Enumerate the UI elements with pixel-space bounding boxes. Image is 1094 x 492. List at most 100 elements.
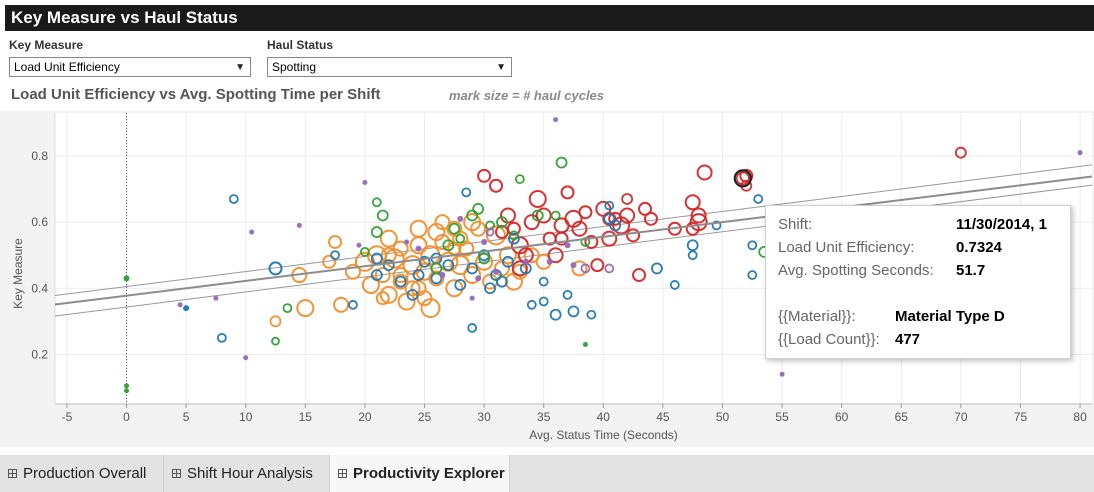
- data-point: [546, 258, 553, 265]
- chevron-down-icon: ▼: [496, 62, 506, 73]
- data-point: [406, 288, 419, 301]
- data-point: [404, 280, 421, 297]
- data-point: [747, 270, 758, 280]
- data-point: [687, 250, 698, 261]
- data-point: [508, 232, 520, 245]
- data-point: [489, 178, 504, 193]
- haul-status-dropdown[interactable]: Spotting ▼: [267, 57, 512, 77]
- data-point: [445, 279, 464, 298]
- data-point: [522, 258, 529, 265]
- data-point: [457, 215, 464, 222]
- x-tick-label: 40: [597, 410, 611, 424]
- data-point: [651, 262, 663, 275]
- data-point: [356, 242, 362, 248]
- data-point: [638, 201, 653, 216]
- tooltip-value: 0.7324: [956, 239, 1002, 256]
- key-measure-filter: Key Measure Load Unit Efficiency ▼: [9, 38, 251, 77]
- data-point: [475, 275, 482, 282]
- mark-size-note: mark size = # haul cycles: [449, 88, 605, 103]
- x-tick-label: 15: [299, 410, 313, 424]
- haul-status-label: Haul Status: [267, 38, 334, 52]
- data-point: [496, 275, 508, 288]
- y-tick-label: 0.8: [31, 149, 48, 163]
- data-point: [430, 262, 443, 275]
- sheet-icon: [8, 469, 17, 478]
- tab-label: Shift Hour Analysis: [187, 465, 313, 482]
- data-point: [502, 255, 514, 268]
- data-point: [448, 222, 461, 235]
- x-tick-label: 50: [716, 410, 730, 424]
- y-tick-label: 0.2: [31, 347, 48, 361]
- data-point: [567, 305, 580, 318]
- data-point: [442, 259, 455, 272]
- data-point: [562, 289, 573, 300]
- tab-production-overall[interactable]: Production Overall: [0, 455, 164, 492]
- data-point: [328, 234, 343, 249]
- x-axis-title: Avg. Status Time (Seconds): [529, 428, 678, 442]
- data-point: [493, 268, 500, 275]
- data-point: [434, 233, 451, 250]
- series-blue: [183, 187, 764, 343]
- tooltip: Shift: 11/30/2014, 1 Load Unit Efficienc…: [765, 205, 1071, 359]
- highlighted-point-inner: [736, 171, 750, 186]
- data-point: [553, 117, 559, 123]
- data-point: [392, 267, 409, 284]
- data-point: [753, 194, 764, 204]
- data-point: [394, 275, 407, 288]
- data-point: [362, 179, 368, 185]
- key-measure-dropdown[interactable]: Load Unit Efficiency ▼: [9, 57, 251, 77]
- data-point: [580, 263, 591, 274]
- tooltip-value: 477: [895, 331, 921, 348]
- data-point: [582, 341, 588, 347]
- trend-line: [54, 175, 1093, 306]
- x-tick-label: 30: [477, 410, 491, 424]
- data-point: [526, 299, 537, 310]
- data-point: [371, 197, 382, 208]
- data-point: [463, 213, 482, 232]
- data-point: [268, 261, 283, 276]
- data-point: [461, 187, 472, 198]
- data-point: [467, 323, 478, 333]
- data-point: [477, 168, 492, 183]
- y-axis-title: Key Measure: [11, 238, 25, 309]
- y-tick-label: 0.6: [31, 215, 48, 229]
- x-tick-label: 45: [656, 410, 670, 424]
- data-point: [124, 383, 130, 389]
- data-point: [296, 222, 302, 228]
- data-point: [360, 246, 370, 257]
- data-point: [370, 269, 383, 281]
- x-tick-label: 10: [239, 410, 253, 424]
- data-point: [478, 252, 491, 265]
- data-point: [213, 295, 219, 301]
- tooltip-row: Avg. Spotting Seconds: 51.7: [778, 262, 985, 279]
- data-point: [747, 240, 758, 251]
- tab-shift-hour-analysis[interactable]: Shift Hour Analysis: [164, 455, 330, 492]
- data-point: [696, 164, 713, 181]
- data-point: [177, 302, 183, 308]
- data-point: [584, 234, 599, 249]
- tooltip-key: {{Load Count}}:: [778, 331, 880, 348]
- data-point: [463, 266, 482, 285]
- dashboard-title: Key Measure vs Haul Status: [5, 5, 1094, 31]
- data-point: [374, 267, 391, 284]
- series-green: [123, 156, 771, 394]
- highlighted-point: [733, 169, 752, 188]
- data-point: [669, 280, 680, 290]
- data-point: [643, 211, 658, 226]
- data-point: [379, 229, 398, 248]
- data-point: [494, 225, 509, 240]
- data-point: [604, 200, 615, 211]
- tooltip-key: Load Unit Efficiency:: [778, 239, 915, 256]
- tooltip-key: Shift:: [778, 216, 813, 233]
- chart-title: Load Unit Efficiency vs Avg. Spotting Ti…: [11, 86, 381, 103]
- data-point: [296, 299, 315, 318]
- data-point: [619, 207, 636, 224]
- x-tick-label: 65: [895, 410, 909, 424]
- series-purple: [177, 117, 1083, 377]
- tab-productivity-explorer[interactable]: Productivity Explorer: [330, 455, 510, 492]
- x-tick-label: 20: [358, 410, 372, 424]
- data-point: [469, 295, 475, 301]
- data-point: [523, 214, 540, 231]
- data-point: [498, 246, 517, 265]
- data-point: [348, 299, 358, 310]
